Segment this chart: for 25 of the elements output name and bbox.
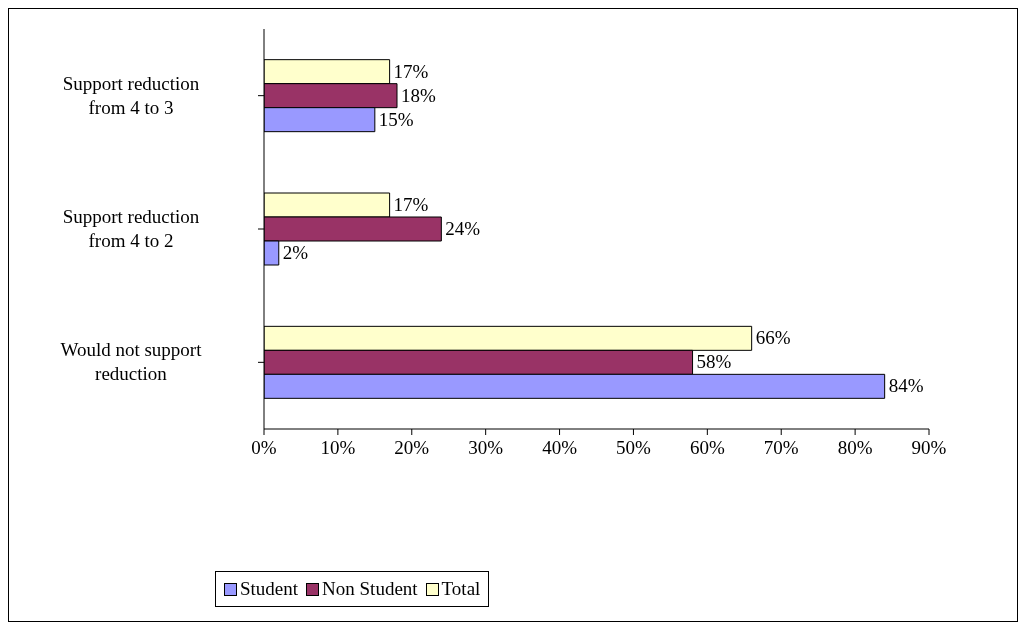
x-tick-label: 20%	[394, 437, 430, 459]
data-label: 18%	[401, 84, 436, 106]
data-label: 66%	[755, 327, 791, 349]
y-tick-label: Would not support reduction	[60, 339, 203, 385]
x-tick-label: 70%	[763, 437, 799, 459]
data-label: 15%	[378, 108, 414, 130]
legend-label: Non Student	[322, 578, 418, 600]
legend-label: Total	[441, 578, 481, 600]
x-tick-label: 40%	[542, 437, 578, 459]
x-tick-label: 90%	[911, 437, 947, 459]
y-tick-label: Support reduction from 4 to 3	[62, 72, 200, 118]
data-label: 24%	[445, 218, 481, 239]
data-label: 58%	[696, 351, 732, 373]
y-tick-label: Support reduction from 4 to 2	[62, 206, 200, 251]
data-label: 2%	[282, 242, 309, 263]
x-tick-label: 10%	[320, 437, 356, 459]
x-tick-label: 50%	[616, 437, 652, 459]
x-tick-label: 60%	[689, 437, 725, 459]
data-label: 17%	[393, 194, 429, 215]
legend-label: Student	[240, 578, 299, 600]
x-tick-label: 30%	[468, 437, 504, 459]
data-label: 17%	[393, 60, 429, 82]
x-tick-label: 0%	[251, 437, 277, 459]
x-tick-label: 80%	[837, 437, 873, 459]
data-label: 84%	[888, 375, 924, 397]
